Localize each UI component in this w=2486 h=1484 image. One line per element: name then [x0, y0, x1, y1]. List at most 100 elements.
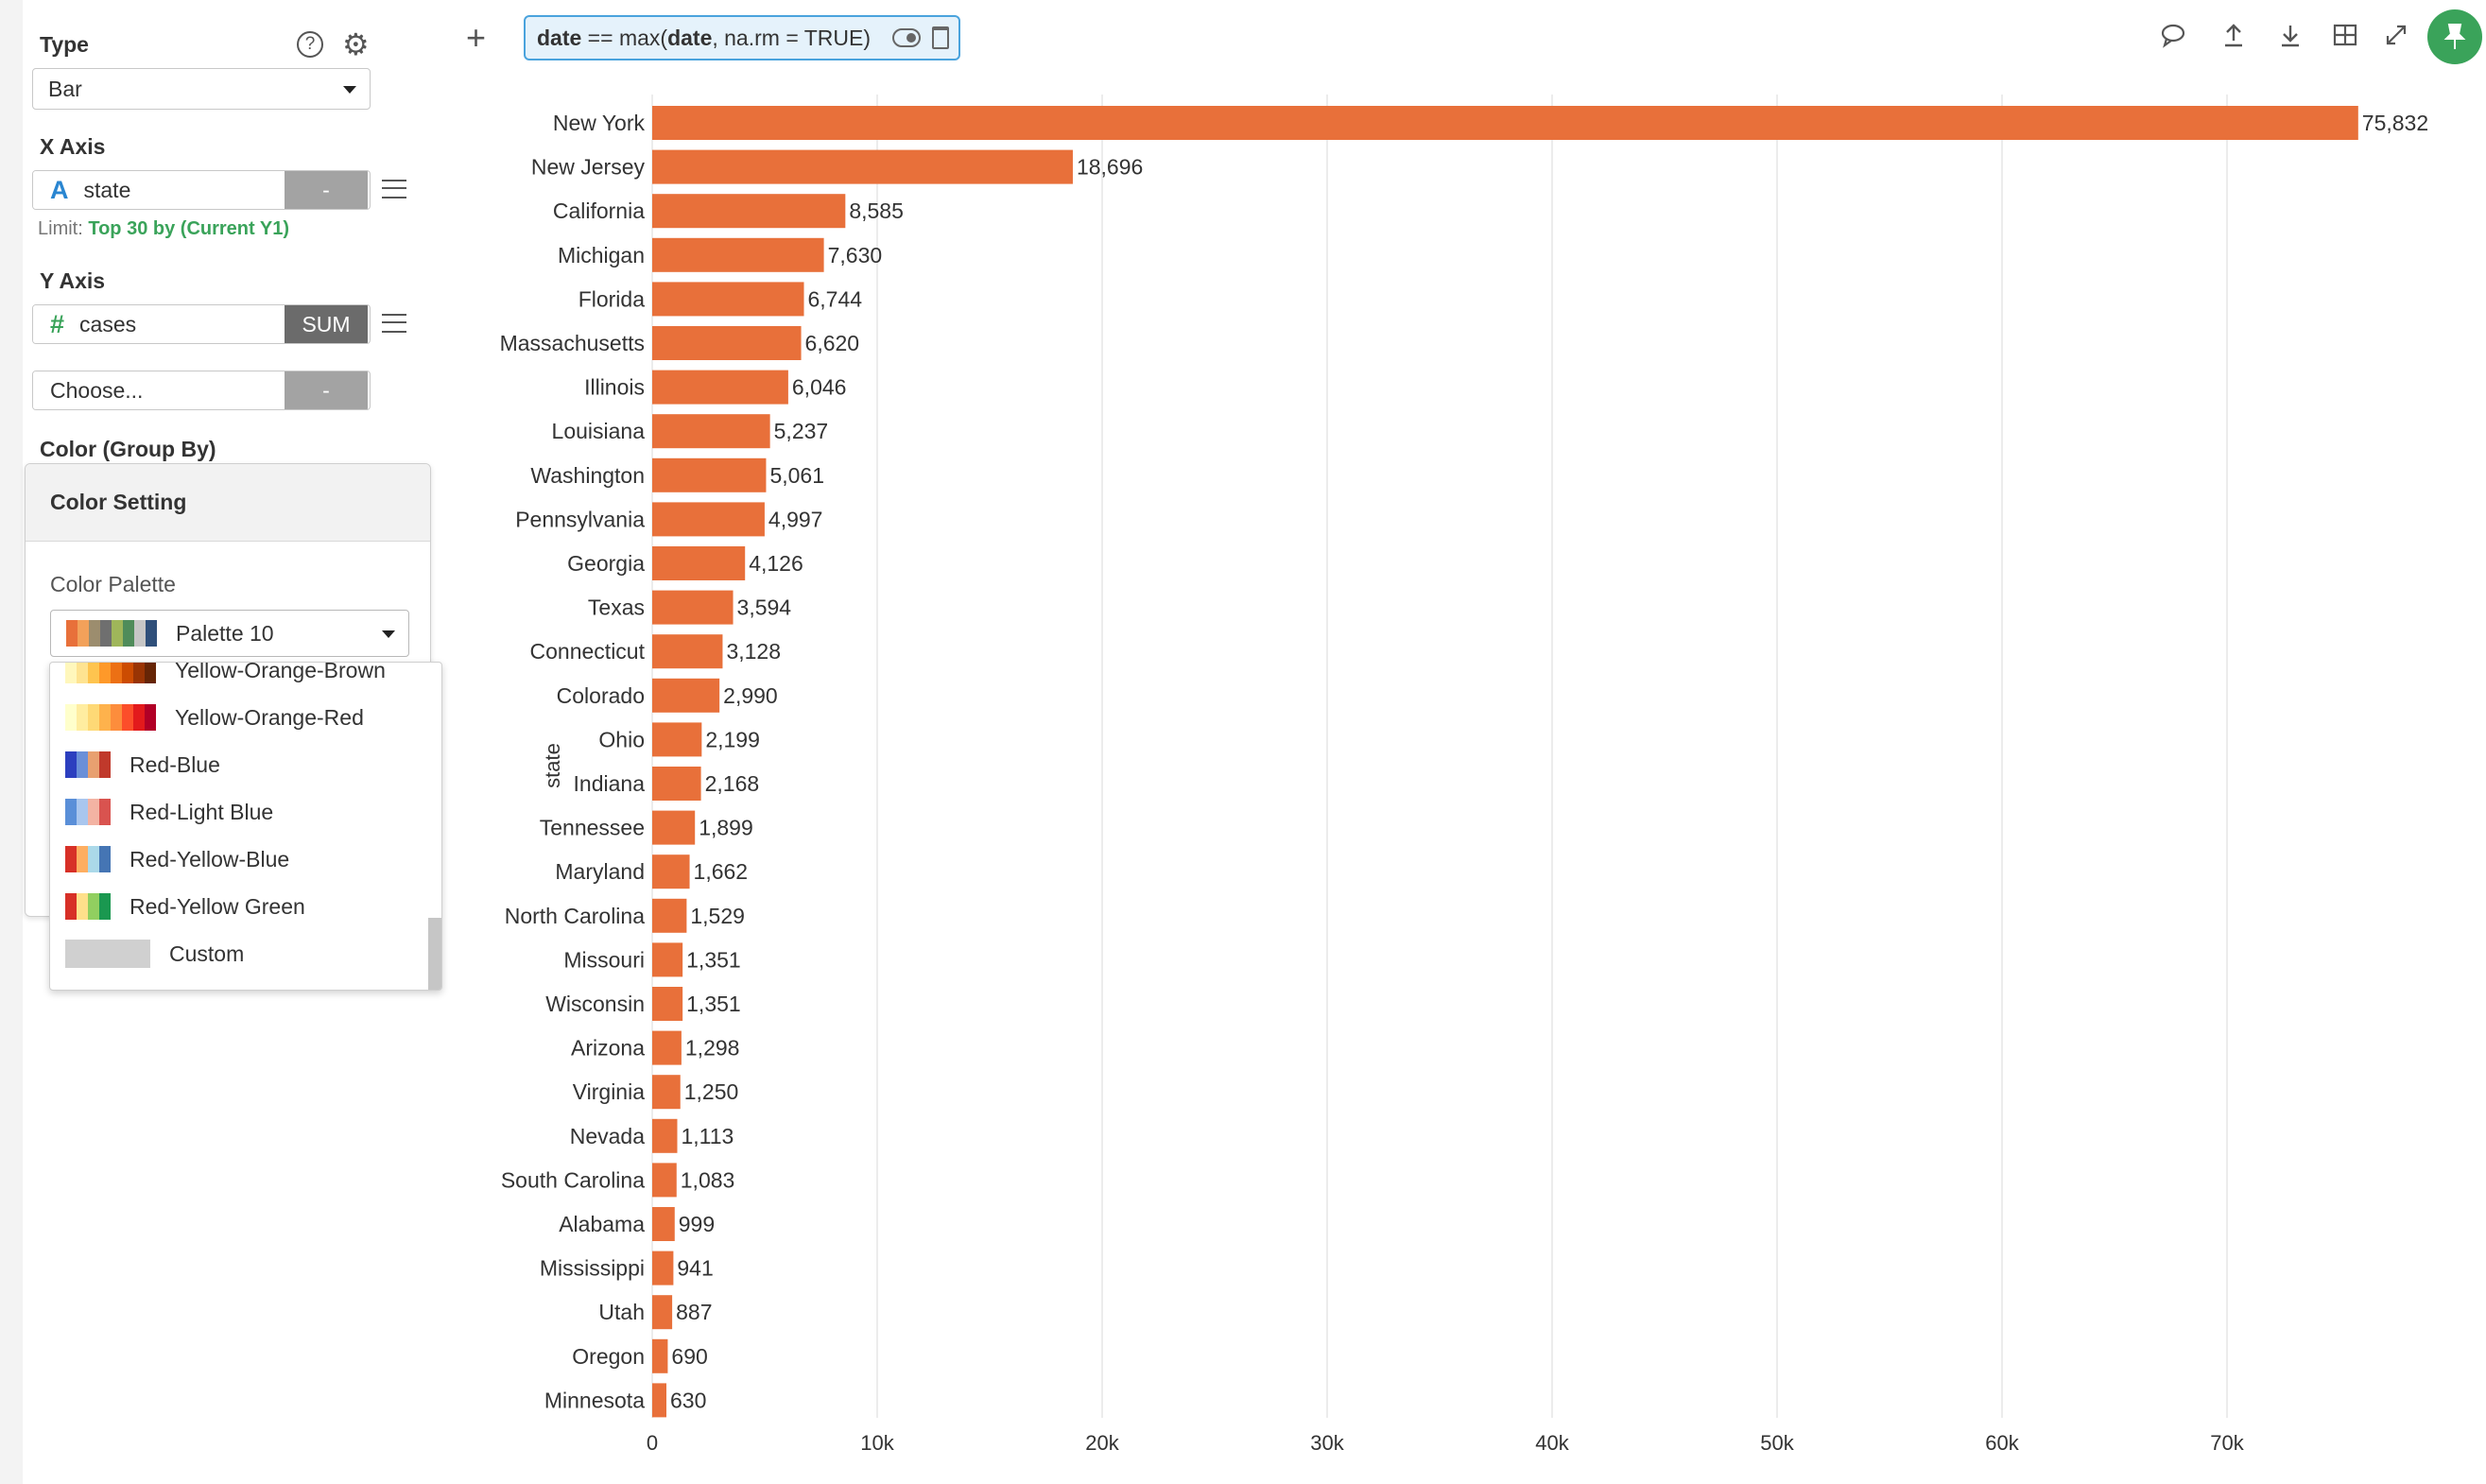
help-icon[interactable]: ?: [297, 31, 323, 58]
value-label: 690: [671, 1344, 707, 1369]
y2-axis-field-name[interactable]: Choose...: [33, 371, 285, 409]
bar[interactable]: [652, 106, 2358, 140]
value-label: 18,696: [1077, 155, 1143, 180]
limit-prefix: Limit:: [38, 218, 83, 239]
x-axis-menu-icon[interactable]: [382, 180, 406, 198]
selected-palette: Palette 10: [176, 620, 274, 646]
trash-icon[interactable]: [932, 26, 949, 49]
bar[interactable]: [652, 854, 690, 889]
bar[interactable]: [652, 1030, 682, 1065]
y-axis-menu-icon[interactable]: [382, 314, 406, 333]
x-tick-label: 10k: [860, 1431, 894, 1455]
category-label: Louisiana: [552, 419, 646, 443]
category-label: Illinois: [584, 375, 645, 400]
bar[interactable]: [652, 987, 683, 1021]
bar[interactable]: [652, 237, 824, 272]
bar[interactable]: [652, 326, 802, 360]
chart-type-value: Bar: [48, 76, 82, 101]
value-label: 2,199: [705, 727, 760, 751]
category-label: Colorado: [557, 683, 645, 708]
bar[interactable]: [652, 1383, 666, 1418]
x-axis-limit[interactable]: Limit: Top 30 by (Current Y1): [38, 218, 289, 240]
bar[interactable]: [652, 1118, 678, 1153]
x-tick-label: 70k: [2210, 1431, 2244, 1455]
bar[interactable]: [652, 502, 765, 537]
bar[interactable]: [652, 1295, 673, 1330]
add-filter-icon[interactable]: +: [466, 18, 487, 57]
comment-icon[interactable]: [2157, 19, 2189, 51]
palette-option[interactable]: Red-Blue: [65, 746, 220, 784]
y2-axis-aggregate-button[interactable]: -: [285, 371, 368, 409]
filter-expression[interactable]: date == max(date, na.rm = TRUE): [537, 25, 871, 50]
bar[interactable]: [652, 722, 702, 757]
bar[interactable]: [652, 194, 846, 229]
x-tick-label: 40k: [1535, 1431, 1569, 1455]
table-view-icon[interactable]: [2329, 19, 2361, 51]
value-label: 941: [677, 1256, 713, 1281]
x-axis-aggregate-button[interactable]: -: [285, 171, 368, 209]
category-label: Texas: [588, 595, 645, 620]
bar[interactable]: [652, 590, 734, 625]
palette-option[interactable]: Yellow-Orange-Red: [65, 699, 364, 736]
bar[interactable]: [652, 1075, 681, 1110]
pin-button[interactable]: [2427, 9, 2482, 64]
limit-value[interactable]: Top 30 by (Current Y1): [88, 218, 289, 239]
bar[interactable]: [652, 898, 687, 933]
category-label: Pennsylvania: [515, 507, 645, 531]
palette-swatch: [66, 620, 157, 647]
category-label: New Jersey: [531, 155, 646, 180]
palette-option[interactable]: Red-Yellow-Blue: [65, 840, 289, 878]
toggle-filter-icon[interactable]: [892, 28, 921, 47]
bar[interactable]: [652, 546, 746, 580]
bar[interactable]: [652, 370, 788, 405]
value-label: 8,585: [849, 198, 904, 223]
chart-bars: [652, 106, 2358, 1418]
gear-icon[interactable]: ⚙: [342, 27, 370, 61]
x-axis-field[interactable]: A state -: [32, 170, 371, 210]
palette-option-label: Red-Yellow Green: [129, 893, 305, 919]
y-axis-field-name[interactable]: # cases: [33, 305, 285, 343]
x-axis-column: state: [83, 177, 131, 202]
bar[interactable]: [652, 1251, 674, 1286]
palette-option-custom[interactable]: Custom: [65, 935, 244, 973]
color-palette-select[interactable]: Palette 10: [50, 610, 409, 657]
y2-axis-field[interactable]: Choose... -: [32, 371, 371, 410]
value-label: 1,899: [699, 816, 753, 840]
bar[interactable]: [652, 767, 701, 801]
category-label: Minnesota: [544, 1388, 645, 1412]
palette-option[interactable]: Red-Yellow Green: [65, 888, 305, 925]
category-label: Wisconsin: [545, 992, 645, 1016]
y-axis-column: cases: [79, 311, 137, 336]
palette-swatch: [65, 893, 111, 920]
expand-icon[interactable]: [2380, 19, 2412, 51]
value-label: 1,662: [694, 859, 749, 884]
bar[interactable]: [652, 1338, 668, 1373]
bar[interactable]: [652, 810, 696, 845]
chart-type-select[interactable]: Bar: [32, 68, 371, 110]
color-setting-header: Color Setting: [26, 464, 430, 542]
x-tick-label: 20k: [1085, 1431, 1119, 1455]
x-axis-field-name[interactable]: A state: [33, 171, 285, 209]
chart-x-ticks: 0 10k 20k 30k 40k 50k 60k 70k: [647, 1431, 2245, 1455]
filter-pill[interactable]: date == max(date, na.rm = TRUE): [524, 15, 960, 60]
bar[interactable]: [652, 942, 683, 977]
bar[interactable]: [652, 414, 770, 449]
y-axis-aggregate-button[interactable]: SUM: [285, 305, 368, 343]
bar[interactable]: [652, 457, 767, 492]
palette-option[interactable]: Red-Light Blue: [65, 793, 273, 831]
bar[interactable]: [652, 1163, 677, 1198]
value-label: 2,990: [723, 683, 778, 708]
bar[interactable]: [652, 282, 804, 317]
left-panel-strip: [0, 0, 23, 1484]
category-label: South Carolina: [501, 1167, 645, 1192]
bar[interactable]: [652, 678, 720, 713]
y-axis-field[interactable]: # cases SUM: [32, 304, 371, 344]
palette-option[interactable]: Yellow-Orange-Brown: [65, 663, 386, 689]
palette-option-label: Yellow-Orange-Red: [175, 704, 364, 730]
download-icon[interactable]: [2274, 19, 2306, 51]
bar[interactable]: [652, 1207, 675, 1241]
bar[interactable]: [652, 149, 1073, 184]
bar[interactable]: [652, 634, 723, 669]
upload-icon[interactable]: [2218, 19, 2250, 51]
dropdown-scrollbar[interactable]: [428, 918, 441, 990]
